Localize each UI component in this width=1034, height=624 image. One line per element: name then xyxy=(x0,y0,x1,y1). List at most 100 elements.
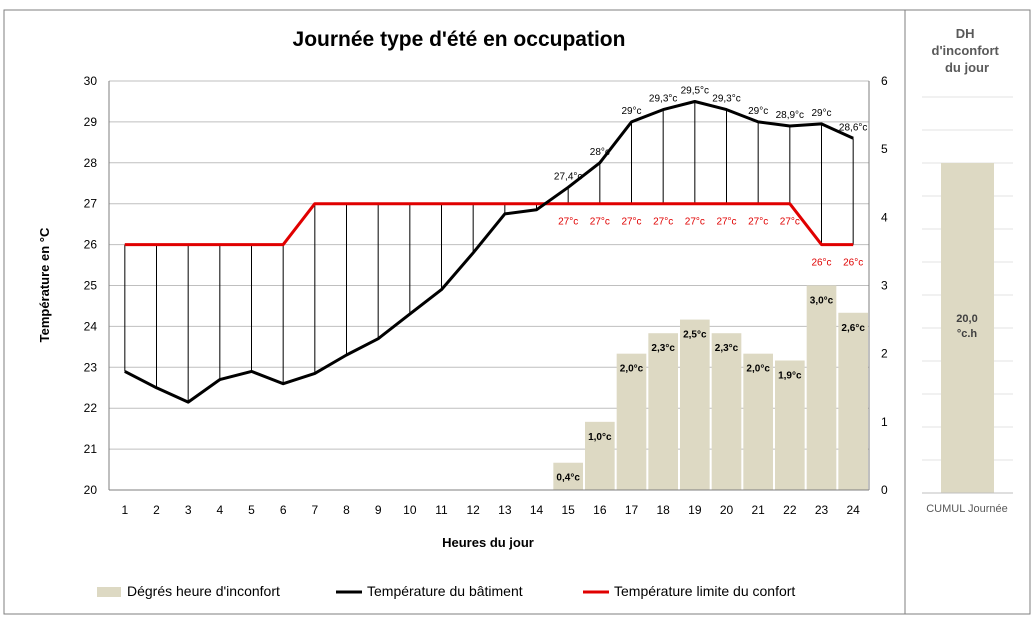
y-tick-label: 21 xyxy=(84,442,98,456)
cumul-data-label: 20,0 xyxy=(956,313,977,325)
cumul-bar-chart: 20,0 °c.h CUMUL Journée xyxy=(922,163,1013,515)
line-series xyxy=(124,100,854,404)
bar-data-label: 0,4°c xyxy=(556,473,580,484)
y2-tick-label: 0 xyxy=(881,483,888,497)
y-axis-label: Température en °C xyxy=(37,227,52,342)
limit-data-label: 27°c xyxy=(716,217,736,228)
x-tick-label: 16 xyxy=(593,503,607,517)
y-tick-label: 26 xyxy=(84,238,98,252)
bar-data-label: 2,0°c xyxy=(620,364,644,375)
discomfort-bar xyxy=(743,353,773,490)
building-data-label: 28°c xyxy=(590,147,610,158)
y-tick-label: 25 xyxy=(84,279,98,293)
x-tick-label: 4 xyxy=(216,503,223,517)
discomfort-bar xyxy=(838,312,868,490)
discomfort-bar xyxy=(680,319,710,490)
x-tick-label: 15 xyxy=(561,503,575,517)
bar-data-label: 2,0°c xyxy=(746,364,770,375)
legend-label-discomfort: Dégrés heure d'inconfort xyxy=(127,583,280,599)
cumul-category-label: CUMUL Journée xyxy=(926,503,1008,515)
x-tick-label: 19 xyxy=(688,503,702,517)
bar-data-label: 1,9°c xyxy=(778,370,802,381)
building-data-label: 29,3°c xyxy=(712,94,740,105)
legend-label-limit: Température limite du confort xyxy=(614,583,795,599)
y2-tick-label: 6 xyxy=(881,74,888,88)
limit-data-label: 27°c xyxy=(590,217,610,228)
building-data-label: 29,3°c xyxy=(649,94,677,105)
limit-data-label: 27°c xyxy=(780,217,800,228)
building-data-label: 29°c xyxy=(748,106,768,117)
y2-tick-label: 5 xyxy=(881,142,888,156)
x-tick-label: 17 xyxy=(625,503,639,517)
y-tick-label: 22 xyxy=(84,401,98,415)
x-tick-label: 24 xyxy=(846,503,860,517)
cumul-title: DH d'inconfort du jour xyxy=(932,26,1003,75)
discomfort-bar xyxy=(806,285,837,490)
bar-series xyxy=(553,285,868,490)
bar-data-label: 2,5°c xyxy=(683,330,707,341)
y-tick-label: 28 xyxy=(84,156,98,170)
y-tick-label: 24 xyxy=(84,319,98,333)
bar-data-label: 1,0°c xyxy=(588,432,612,443)
y2-tick-label: 2 xyxy=(881,347,888,361)
chart-border xyxy=(3,9,1031,615)
y2-tick-label: 1 xyxy=(881,415,888,429)
cumul-title-line: DH xyxy=(956,26,975,41)
drop-lines xyxy=(124,101,854,403)
limit-data-label: 26°c xyxy=(811,258,831,269)
cumul-bar xyxy=(941,163,994,493)
building-data-label: 29°c xyxy=(811,108,831,119)
limit-temperature-line xyxy=(124,202,854,247)
discomfort-bar xyxy=(711,333,742,490)
x-tick-label: 20 xyxy=(720,503,734,517)
legend: Dégrés heure d'inconfort Température du … xyxy=(97,583,795,599)
x-tick-label: 10 xyxy=(403,503,417,517)
y2-tick-label: 4 xyxy=(881,210,888,224)
cumul-title-line: du jour xyxy=(945,60,989,75)
x-tick-label: 12 xyxy=(466,503,480,517)
limit-data-label: 27°c xyxy=(558,217,578,228)
discomfort-bar xyxy=(775,360,805,490)
x-tick-label: 8 xyxy=(343,503,350,517)
x-tick-label: 1 xyxy=(121,503,128,517)
x-tick-label: 7 xyxy=(311,503,318,517)
bar-data-label: 3,0°c xyxy=(810,296,834,307)
cumul-data-label-unit: °c.h xyxy=(957,328,978,340)
legend-label-building: Température du bâtiment xyxy=(367,583,523,599)
discomfort-bar xyxy=(553,462,583,490)
y-tick-label: 30 xyxy=(84,74,98,88)
discomfort-bar xyxy=(616,353,647,490)
limit-data-label: 27°c xyxy=(653,217,673,228)
building-data-label: 29°c xyxy=(621,106,641,117)
discomfort-bar xyxy=(585,421,615,490)
limit-data-label: 27°c xyxy=(748,217,768,228)
x-tick-label: 23 xyxy=(815,503,829,517)
data-labels: 0,4°c 1,0°c 2,0°c 2,3°c 2,5°c 2,3°c 2,0°c 1,9°c… xyxy=(554,85,867,483)
discomfort-bar xyxy=(648,333,678,490)
cumul-title-line: d'inconfort xyxy=(932,43,1000,58)
y-tick-label: 27 xyxy=(84,197,98,211)
axes: 1 2 3 4 5 6 7 8 9 10 11 12 13 14 15 16 17 18 19 20 21 22 23 242… xyxy=(84,74,888,517)
chart-title: Journée type d'été en occupation xyxy=(293,28,626,51)
y-tick-label: 20 xyxy=(84,483,98,497)
building-data-label: 29,5°c xyxy=(681,85,709,96)
building-data-label: 27,4°c xyxy=(554,171,582,182)
building-temperature-line xyxy=(124,100,854,404)
bar-data-label: 2,6°c xyxy=(841,323,865,334)
y-tick-label: 29 xyxy=(84,115,98,129)
x-tick-label: 11 xyxy=(435,503,448,517)
building-data-label: 28,6°c xyxy=(839,122,867,133)
limit-data-label: 26°c xyxy=(843,258,863,269)
limit-data-label: 27°c xyxy=(621,217,641,228)
x-axis-label: Heures du jour xyxy=(442,535,534,550)
y2-tick-label: 3 xyxy=(881,279,888,293)
y-tick-label: 23 xyxy=(84,360,98,374)
bar-data-label: 2,3°c xyxy=(651,343,675,354)
x-tick-label: 9 xyxy=(375,503,382,517)
x-tick-label: 6 xyxy=(280,503,287,517)
x-tick-label: 22 xyxy=(783,503,797,517)
x-tick-label: 5 xyxy=(248,503,255,517)
x-tick-label: 18 xyxy=(656,503,670,517)
x-tick-label: 13 xyxy=(498,503,512,517)
